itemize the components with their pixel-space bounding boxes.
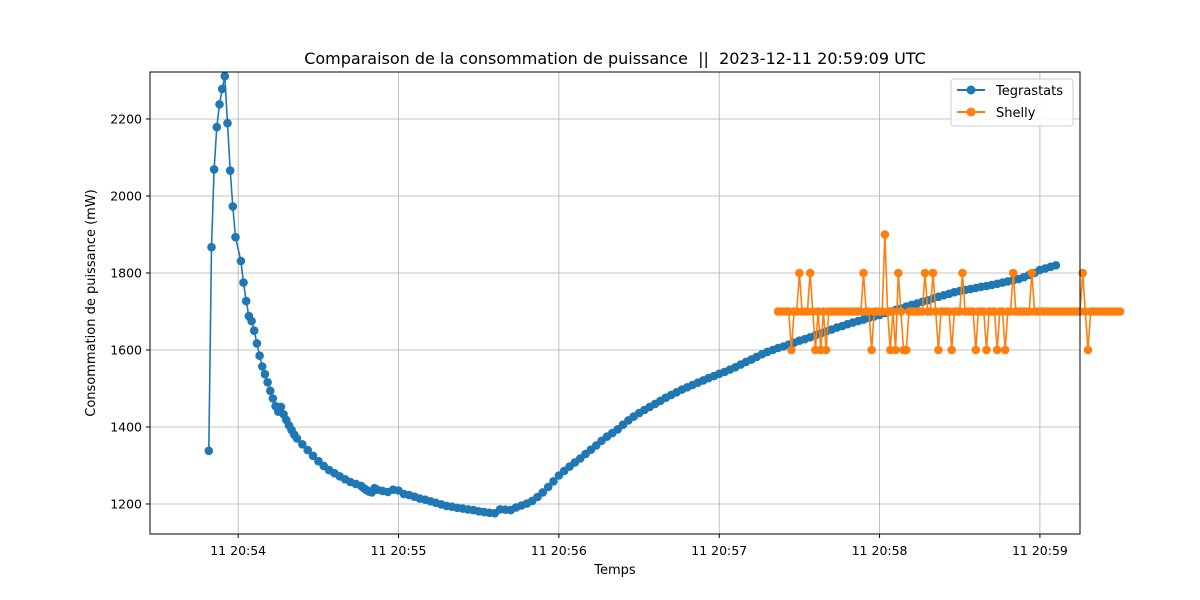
data-point-shelly [888, 307, 898, 316]
y-axis: 1200 1400 1600 1800 2000 2200 [110, 111, 150, 511]
data-point-shelly [947, 345, 956, 355]
chart-title: Comparaison de la consommation de puissa… [304, 49, 926, 68]
data-point-tegrastats [549, 477, 558, 486]
data-point-shelly [992, 345, 1002, 355]
data-point-tegrastats [231, 232, 240, 242]
data-point-tegrastats [263, 378, 272, 387]
data-point-tegrastats [241, 296, 251, 306]
data-point-shelly [920, 268, 930, 278]
data-point-tegrastats [268, 394, 278, 403]
data-point-shelly [891, 345, 900, 355]
data-point-tegrastats [209, 165, 219, 174]
data-point-tegrastats [252, 339, 262, 348]
data-point-shelly [971, 345, 981, 355]
data-point-tegrastats [220, 71, 230, 81]
y-tick-label: 2000 [110, 188, 142, 203]
data-point-shelly [896, 307, 906, 316]
data-point-tegrastats [249, 326, 259, 336]
data-point-shelly [1115, 307, 1125, 316]
data-point-shelly [1078, 268, 1087, 278]
series-shelly [773, 230, 1125, 355]
data-point-shelly [1027, 268, 1037, 278]
legend-label-shelly: Shelly [996, 106, 1036, 121]
data-point-shelly [894, 268, 903, 278]
data-point-tegrastats [266, 386, 275, 396]
data-point-tegrastats [239, 278, 248, 287]
x-tick-label: 11 20:54 [210, 543, 266, 558]
x-tick-label: 11 20:57 [691, 543, 747, 558]
data-point-tegrastats [236, 256, 246, 266]
y-tick-label: 1200 [110, 496, 142, 511]
data-point-shelly [859, 268, 868, 278]
data-point-tegrastats [292, 434, 302, 443]
data-point-shelly [928, 268, 938, 278]
data-point-shelly [805, 268, 815, 278]
data-point-tegrastats [217, 84, 227, 94]
legend-swatch-marker-shelly [966, 107, 976, 117]
data-point-shelly [880, 230, 890, 239]
legend-label-tegrastats: Tegrastats [995, 84, 1063, 99]
data-point-tegrastats [212, 122, 222, 132]
data-point-tegrastats [298, 440, 307, 449]
series-tegrastats [204, 71, 1061, 518]
data-point-tegrastats [543, 482, 553, 492]
data-point-tegrastats [204, 446, 214, 456]
x-tick-label: 11 20:58 [852, 543, 908, 558]
y-axis-label: Consommation de puissance (mW) [84, 189, 99, 417]
data-point-shelly [902, 345, 911, 355]
data-point-tegrastats [247, 316, 256, 326]
data-point-shelly [982, 345, 991, 355]
data-point-shelly [1000, 345, 1010, 355]
data-point-tegrastats [308, 451, 318, 461]
data-point-tegrastats [225, 166, 235, 175]
x-tick-label: 11 20:59 [1012, 543, 1068, 558]
data-point-shelly [795, 268, 804, 278]
data-point-shelly [821, 345, 831, 355]
legend-swatch-marker-tegrastats [966, 85, 976, 95]
data-point-tegrastats [538, 488, 548, 497]
data-point-shelly [934, 345, 943, 355]
data-point-tegrastats [215, 100, 224, 109]
x-tick-label: 11 20:56 [531, 543, 587, 558]
data-point-tegrastats [1051, 261, 1061, 270]
y-tick-label: 1600 [110, 342, 142, 357]
data-point-shelly [1083, 345, 1093, 355]
data-point-tegrastats [223, 118, 232, 128]
data-point-tegrastats [207, 242, 216, 252]
x-tick-label: 11 20:55 [371, 543, 427, 558]
x-axis: 11 20:54 11 20:55 11 20:56 11 20:57 11 20:58… [210, 534, 1068, 558]
y-tick-label: 1400 [110, 419, 142, 434]
data-point-shelly [1008, 268, 1018, 278]
data-point-shelly [958, 268, 967, 278]
data-point-shelly [867, 345, 876, 355]
plot-area [204, 71, 1125, 518]
data-point-tegrastats [303, 445, 313, 455]
plot-frame [149, 71, 1081, 535]
y-tick-label: 2200 [110, 111, 142, 126]
data-point-tegrastats [276, 402, 286, 412]
data-point-tegrastats [255, 351, 264, 361]
data-point-tegrastats [257, 362, 267, 371]
legend: Tegrastats Shelly [950, 78, 1074, 127]
data-point-tegrastats [228, 202, 238, 211]
x-axis-label: Temps [593, 563, 636, 578]
y-tick-label: 1800 [110, 265, 142, 280]
data-point-shelly [787, 345, 796, 355]
data-point-tegrastats [260, 369, 270, 379]
